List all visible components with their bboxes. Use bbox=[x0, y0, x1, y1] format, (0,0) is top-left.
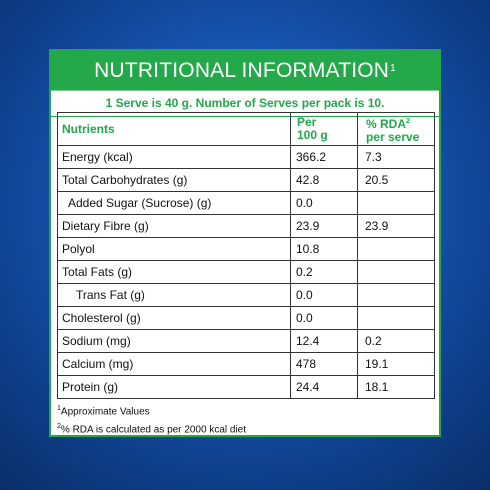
nutrient-name: Protein (g) bbox=[57, 375, 291, 399]
rda-value: 19.1 bbox=[357, 352, 435, 376]
table-header-row: Nutrients Per 100 g % RDA2 per serve bbox=[57, 112, 435, 146]
per100g-value: 0.0 bbox=[290, 306, 358, 330]
header-per-line2: 100 g bbox=[297, 128, 328, 142]
per100g-value: 12.4 bbox=[290, 329, 358, 353]
per100g-value: 478 bbox=[290, 352, 358, 376]
per100g-value: 42.8 bbox=[290, 168, 358, 192]
rda-value: 7.3 bbox=[357, 145, 435, 169]
header-rda: % RDA2 per serve bbox=[357, 112, 435, 146]
nutrition-table-wrap: Nutrients Per 100 g % RDA2 per serve Ene… bbox=[57, 112, 435, 399]
rda-value bbox=[357, 237, 435, 261]
table-row: Added Sugar (Sucrose) (g) 0.0 bbox=[57, 191, 435, 215]
per100g-value: 0.2 bbox=[290, 260, 358, 284]
footnote-1-marker: 1 bbox=[57, 405, 61, 412]
header-rda-line1: % RDA bbox=[366, 116, 407, 131]
table-row: Calcium (mg) 478 19.1 bbox=[57, 352, 435, 376]
header-per-100g: Per 100 g bbox=[290, 112, 358, 146]
per100g-value: 10.8 bbox=[290, 237, 358, 261]
table-row: Total Fats (g) 0.2 bbox=[57, 260, 435, 284]
nutrient-name: Polyol bbox=[57, 237, 291, 261]
footnote-2-marker: 2 bbox=[57, 423, 61, 431]
footnote-1-text: Approximate Values bbox=[60, 406, 150, 418]
nutrient-name: Sodium (mg) bbox=[57, 329, 291, 353]
header-rda-line2: per serve bbox=[366, 129, 420, 144]
header-rda-superscript: 2 bbox=[406, 117, 410, 125]
rda-value bbox=[357, 191, 435, 215]
footnote-2: 2% RDA is calculated as per 2000 kcal di… bbox=[57, 419, 432, 437]
table-row: Total Carbohydrates (g) 42.8 20.5 bbox=[57, 168, 435, 192]
table-row: Sodium (mg) 12.4 0.2 bbox=[57, 329, 435, 353]
rda-value bbox=[357, 306, 435, 330]
per100g-value: 24.4 bbox=[290, 375, 358, 399]
rda-value: 23.9 bbox=[357, 214, 435, 238]
footnote-1: 1Approximate Values bbox=[57, 401, 432, 419]
nutrition-panel: NUTRITIONAL INFORMATION 1 1 Serve is 40 g… bbox=[49, 49, 441, 437]
rda-value: 0.2 bbox=[357, 329, 435, 353]
rda-value bbox=[357, 283, 435, 307]
footnotes: 1Approximate Values 2% RDA is calculated… bbox=[57, 401, 432, 438]
header-per-line1: Per bbox=[297, 115, 317, 129]
nutrient-name: Trans Fat (g) bbox=[57, 283, 291, 307]
nutrition-title: NUTRITIONAL INFORMATION bbox=[94, 58, 390, 82]
table-row: Protein (g) 24.4 18.1 bbox=[57, 375, 435, 399]
nutrient-name: Dietary Fibre (g) bbox=[57, 214, 291, 238]
nutrient-name: Added Sugar (Sucrose) (g) bbox=[57, 191, 291, 215]
table-row: Cholesterol (g) 0.0 bbox=[57, 306, 435, 330]
footnote-2-text: % RDA is calculated as per 2000 kcal die… bbox=[60, 424, 247, 436]
nutrient-name: Energy (kcal) bbox=[57, 145, 291, 169]
title-superscript: 1 bbox=[390, 62, 396, 75]
nutrient-name: Total Fats (g) bbox=[57, 260, 291, 284]
table-row: Dietary Fibre (g) 23.9 23.9 bbox=[57, 214, 435, 238]
rda-value: 20.5 bbox=[357, 168, 435, 192]
per100g-value: 0.0 bbox=[290, 191, 358, 215]
nutrition-table: Nutrients Per 100 g % RDA2 per serve Ene… bbox=[57, 112, 435, 399]
nutrient-name: Cholesterol (g) bbox=[57, 306, 291, 330]
nutrient-name: Total Carbohydrates (g) bbox=[57, 168, 291, 192]
table-row: Trans Fat (g) 0.0 bbox=[57, 283, 435, 307]
nutrient-name: Calcium (mg) bbox=[57, 352, 291, 376]
nutrition-title-bar: NUTRITIONAL INFORMATION 1 bbox=[51, 50, 439, 91]
table-row: Polyol 10.8 bbox=[57, 237, 435, 261]
table-row: Energy (kcal) 366.2 7.3 bbox=[57, 145, 435, 169]
per100g-value: 366.2 bbox=[290, 145, 358, 169]
rda-value bbox=[357, 260, 435, 284]
per100g-value: 0.0 bbox=[290, 283, 358, 307]
per100g-value: 23.9 bbox=[290, 214, 358, 238]
rda-value: 18.1 bbox=[357, 375, 435, 399]
header-nutrients: Nutrients bbox=[57, 112, 291, 146]
